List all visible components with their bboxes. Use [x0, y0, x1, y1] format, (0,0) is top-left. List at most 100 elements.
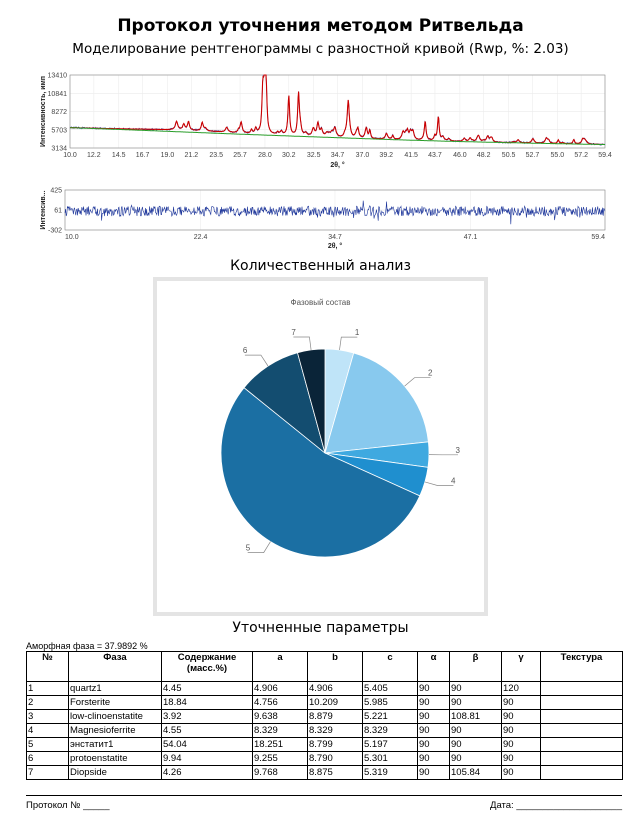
table-row: 2 Forsterite 18.84 4.756 10.209 5.985 90 90 90 — [26, 695, 623, 710]
pie-leader-line — [404, 377, 431, 387]
pie-leader-line — [244, 354, 269, 367]
params-table: № Фаза Содержание (масс.%) a b c α β γ Текстура 1… — [26, 651, 623, 780]
pie-leader-line — [293, 336, 312, 350]
table-header-row: № Фаза Содержание (масс.%) a b c α β γ Текстура — [26, 651, 623, 682]
x-tick-label: 34.7 — [331, 152, 345, 159]
x-tick-label: 10.0 — [65, 234, 79, 241]
table-cell — [540, 709, 623, 724]
pie-slice — [220, 387, 421, 558]
x-tick-label: 34.7 — [328, 234, 342, 241]
table-cell: 6 — [26, 751, 69, 766]
table-cell: protoenstatite — [68, 751, 162, 766]
table-header-cell: Содержание (масс.%) — [161, 651, 253, 682]
x-tick-label: 52.7 — [526, 152, 540, 159]
table-cell: low-clinoenstatite — [68, 709, 162, 724]
table-cell: 90 — [417, 723, 450, 738]
table-row: 3 low-clinoenstatite 3.92 9.638 8.879 5.221 90… — [26, 709, 623, 724]
table-cell: 9.638 — [252, 709, 308, 724]
table-cell — [540, 751, 623, 766]
table-cell — [540, 695, 623, 710]
table-cell: 90 — [449, 751, 502, 766]
table-cell: 4.906 — [252, 681, 308, 696]
x-tick-label: 57.2 — [574, 152, 588, 159]
table-cell: 90 — [417, 765, 450, 780]
table-header-cell: α — [417, 651, 450, 682]
table-cell: 90 — [501, 765, 541, 780]
table-header-cell: a — [252, 651, 308, 682]
table-row: 5 энстатит1 54.04 18.251 8.799 5.197 90 90 90 — [26, 737, 623, 752]
table-cell: 90 — [449, 737, 502, 752]
table-cell: 18.84 — [161, 695, 253, 710]
table-cell: 4.906 — [307, 681, 363, 696]
table-header-cell: β — [449, 651, 502, 682]
table-cell: 5.197 — [362, 737, 418, 752]
y-tick-label: 13410 — [48, 73, 68, 80]
pie-slice-label: 3 — [456, 446, 461, 455]
table-cell: 5.319 — [362, 765, 418, 780]
y-tick-label: 5703 — [51, 127, 67, 134]
x-tick-label: 14.5 — [112, 152, 126, 159]
y-tick-label: 3134 — [51, 146, 67, 153]
table-cell: 54.04 — [161, 737, 253, 752]
pie-slice-label: 5 — [246, 544, 251, 553]
x-tick-label: 21.2 — [184, 152, 198, 159]
x-tick-label: 23.5 — [209, 152, 223, 159]
table-cell: 4.45 — [161, 681, 253, 696]
pie-chart-frame: Фазовый состав 1 2 3 4 5 6 7 — [153, 277, 488, 616]
table-cell — [540, 737, 623, 752]
main-xrd-plot: 3134 5703 8272 10841 13410 10.0 12.2 14.5 16.7 19… — [40, 73, 612, 170]
plot-frame — [69, 74, 606, 149]
table-cell: 5.985 — [362, 695, 418, 710]
table-cell: 18.251 — [252, 737, 308, 752]
pie-leader-line — [247, 541, 271, 553]
x-tick-label: 47.1 — [464, 234, 478, 241]
y-tick-label: -302 — [48, 228, 62, 235]
table-cell: 90 — [417, 695, 450, 710]
table-cell: 90 — [501, 751, 541, 766]
table-cell: quartz1 — [68, 681, 162, 696]
table-cell: 90 — [417, 709, 450, 724]
y-tick-label: 10841 — [48, 91, 68, 98]
x-tick-label: 32.5 — [307, 152, 321, 159]
plot-frame — [64, 189, 606, 231]
x-tick-label: 19.0 — [161, 152, 175, 159]
table-cell: 8.799 — [307, 737, 363, 752]
table-cell: 5 — [26, 737, 69, 752]
table-cell: 8.790 — [307, 751, 363, 766]
quant-title: Количественный анализ — [230, 258, 411, 274]
x-tick-label: 10.0 — [63, 152, 77, 159]
y-axis-title: Интенсивность, имп — [40, 76, 47, 147]
table-cell: 5.221 — [362, 709, 418, 724]
table-header-cell: Текстура — [540, 651, 623, 682]
table-row: 7 Diopside 4.26 9.768 8.875 5.319 90 105.84 90 — [26, 765, 623, 780]
pie-slice — [324, 352, 429, 454]
table-cell: 120 — [501, 681, 541, 696]
table-cell: 7 — [26, 765, 69, 780]
table-header-cell: № — [26, 651, 69, 682]
table-cell: 9.255 — [252, 751, 308, 766]
pie-slice-label: 1 — [355, 328, 360, 337]
x-tick-label: 39.2 — [379, 152, 393, 159]
pie-title: Фазовый состав — [290, 298, 351, 307]
table-cell: 4.55 — [161, 723, 253, 738]
x-tick-label: 25.7 — [233, 152, 247, 159]
table-cell: 90 — [449, 723, 502, 738]
table-cell: 5.301 — [362, 751, 418, 766]
x-tick-label: 55.0 — [551, 152, 565, 159]
x-tick-label: 50.5 — [502, 152, 516, 159]
table-cell: 3.92 — [161, 709, 253, 724]
table-header-cell: Фаза — [68, 651, 162, 682]
table-cell: 8.329 — [362, 723, 418, 738]
x-tick-label: 30.2 — [282, 152, 296, 159]
x-tick-label: 12.2 — [87, 152, 101, 159]
calculated-line — [69, 74, 605, 146]
table-cell: 8.879 — [307, 709, 363, 724]
x-tick-label: 41.5 — [404, 152, 418, 159]
protocol-number: Протокол № _____ — [26, 800, 110, 811]
table-header-cell: c — [362, 651, 418, 682]
table-cell: Diopside — [68, 765, 162, 780]
table-cell: 9.94 — [161, 751, 253, 766]
table-cell: 90 — [417, 737, 450, 752]
x-tick-label: 43.7 — [428, 152, 442, 159]
protocol-date: Дата: ____________________ — [490, 800, 622, 811]
